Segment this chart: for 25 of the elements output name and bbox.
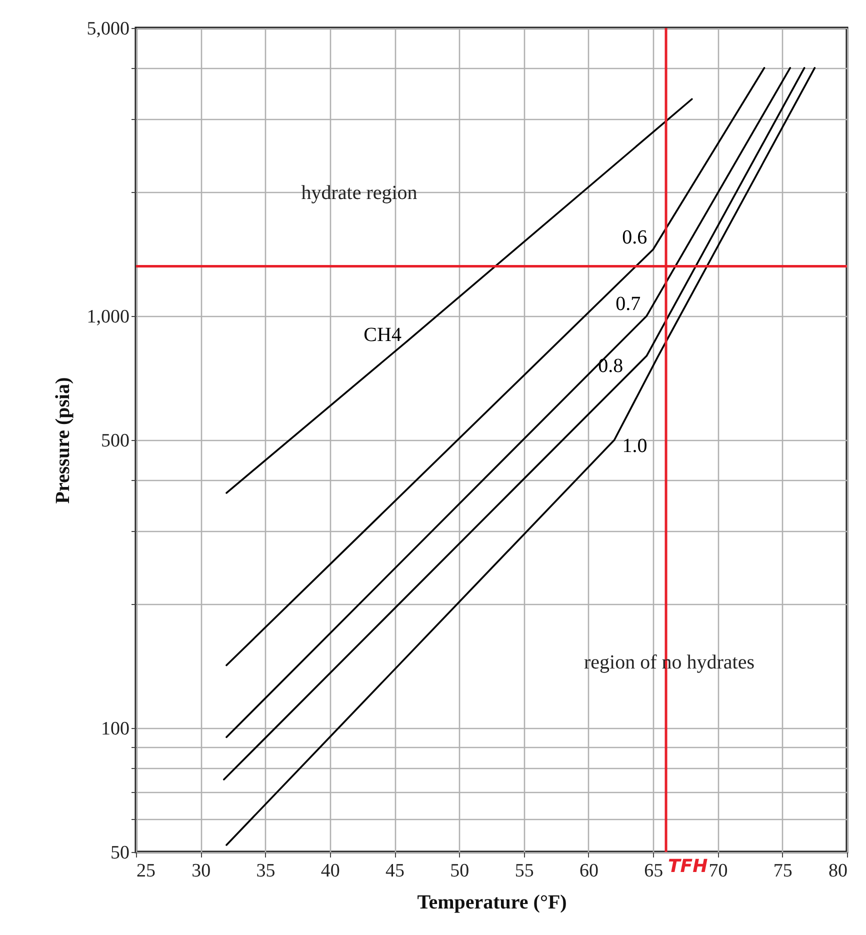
y-axis-title: Pressure (psia) bbox=[52, 377, 74, 504]
x-tick-label: 35 bbox=[256, 860, 276, 882]
y-tick-label: 50 bbox=[110, 842, 130, 864]
x-tick-label: 65 bbox=[644, 860, 664, 882]
y-tick-label: 100 bbox=[101, 718, 130, 740]
x-tick-label: 50 bbox=[450, 860, 470, 882]
x-tick-label: 25 bbox=[136, 860, 156, 882]
x-tick-label: 80 bbox=[828, 860, 848, 882]
x-tick-label: 40 bbox=[320, 860, 340, 882]
x-tick-label: 70 bbox=[708, 860, 728, 882]
ref-line-label: TFH bbox=[668, 856, 708, 877]
x-axis-title: Temperature (°F) bbox=[417, 892, 567, 914]
series-label: 0.6 bbox=[622, 226, 648, 248]
series-label: 0.7 bbox=[616, 292, 641, 315]
x-tick-label: 60 bbox=[579, 860, 598, 882]
y-tick-label: 500 bbox=[101, 430, 130, 452]
annotation: hydrate region bbox=[301, 182, 418, 204]
x-tick-label: 75 bbox=[773, 860, 792, 882]
series-label: CH4 bbox=[364, 324, 402, 346]
x-tick-label: 45 bbox=[386, 860, 405, 882]
x-tick-label: 55 bbox=[514, 860, 534, 882]
series-label: 1.0 bbox=[622, 435, 648, 457]
x-tick-label: 30 bbox=[192, 860, 211, 882]
y-tick-label: 5,000 bbox=[86, 18, 130, 40]
y-tick-label: 1,000 bbox=[86, 306, 130, 328]
